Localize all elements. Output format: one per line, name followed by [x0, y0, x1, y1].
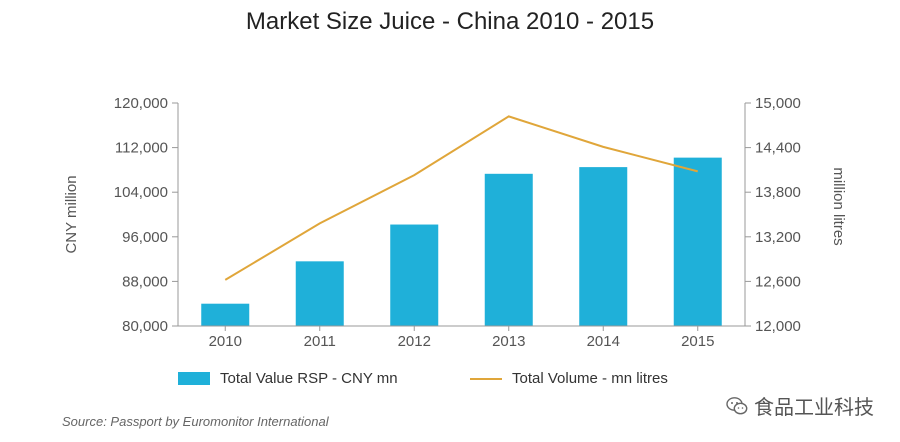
tick-label-left: 96,000	[122, 229, 168, 246]
tick-label-x: 2015	[681, 333, 714, 350]
tick-label-x: 2011	[304, 333, 336, 350]
y-axis-left-title: CNY million	[63, 175, 80, 253]
watermark: 食品工业科技	[726, 391, 874, 420]
tick-label-right: 13,800	[755, 184, 801, 201]
tick-label-left: 88,000	[122, 273, 168, 290]
legend-swatch-bar	[178, 372, 210, 385]
tick-label-right: 13,200	[755, 229, 801, 246]
wechat-icon	[726, 396, 748, 414]
y-axis-right-title: million litres	[830, 167, 847, 245]
bar-2010	[201, 303, 250, 326]
tick-label-right: 14,400	[755, 140, 801, 157]
chart-title: Market Size Juice - China 2010 - 2015	[245, 8, 655, 35]
bar-2013	[484, 173, 533, 326]
tick-label-x: 2014	[587, 333, 620, 350]
tick-label-right: 15,000	[755, 95, 801, 112]
volume-line	[224, 115, 699, 281]
legend-item-volume: Total Volume - mn litres	[470, 370, 668, 387]
legend-item-value: Total Value RSP - CNY mn	[178, 370, 398, 387]
bar-2012	[390, 224, 439, 326]
tick-label-x: 2010	[209, 333, 242, 350]
legend-swatch-line	[470, 377, 502, 380]
tick-label-x: 2012	[398, 333, 431, 350]
bar-2014	[579, 167, 628, 326]
tick-label-left: 112,000	[115, 140, 168, 157]
watermark-text: 食品工业科技	[754, 397, 874, 419]
bar-2011	[295, 261, 344, 326]
tick-label-right: 12,600	[755, 273, 801, 290]
legend-label-value: Total Value RSP - CNY mn	[220, 370, 398, 387]
legend-label-volume: Total Volume - mn litres	[512, 370, 668, 387]
bar-2015	[673, 157, 722, 326]
tick-label-right: 12,000	[755, 318, 801, 335]
tick-label-x: 2013	[492, 333, 525, 350]
source-note: Source: Passport by Euromonitor Internat…	[62, 414, 329, 429]
tick-label-left: 120,000	[114, 95, 168, 112]
tick-label-left: 80,000	[122, 318, 168, 335]
tick-label-left: 104,000	[114, 184, 168, 201]
